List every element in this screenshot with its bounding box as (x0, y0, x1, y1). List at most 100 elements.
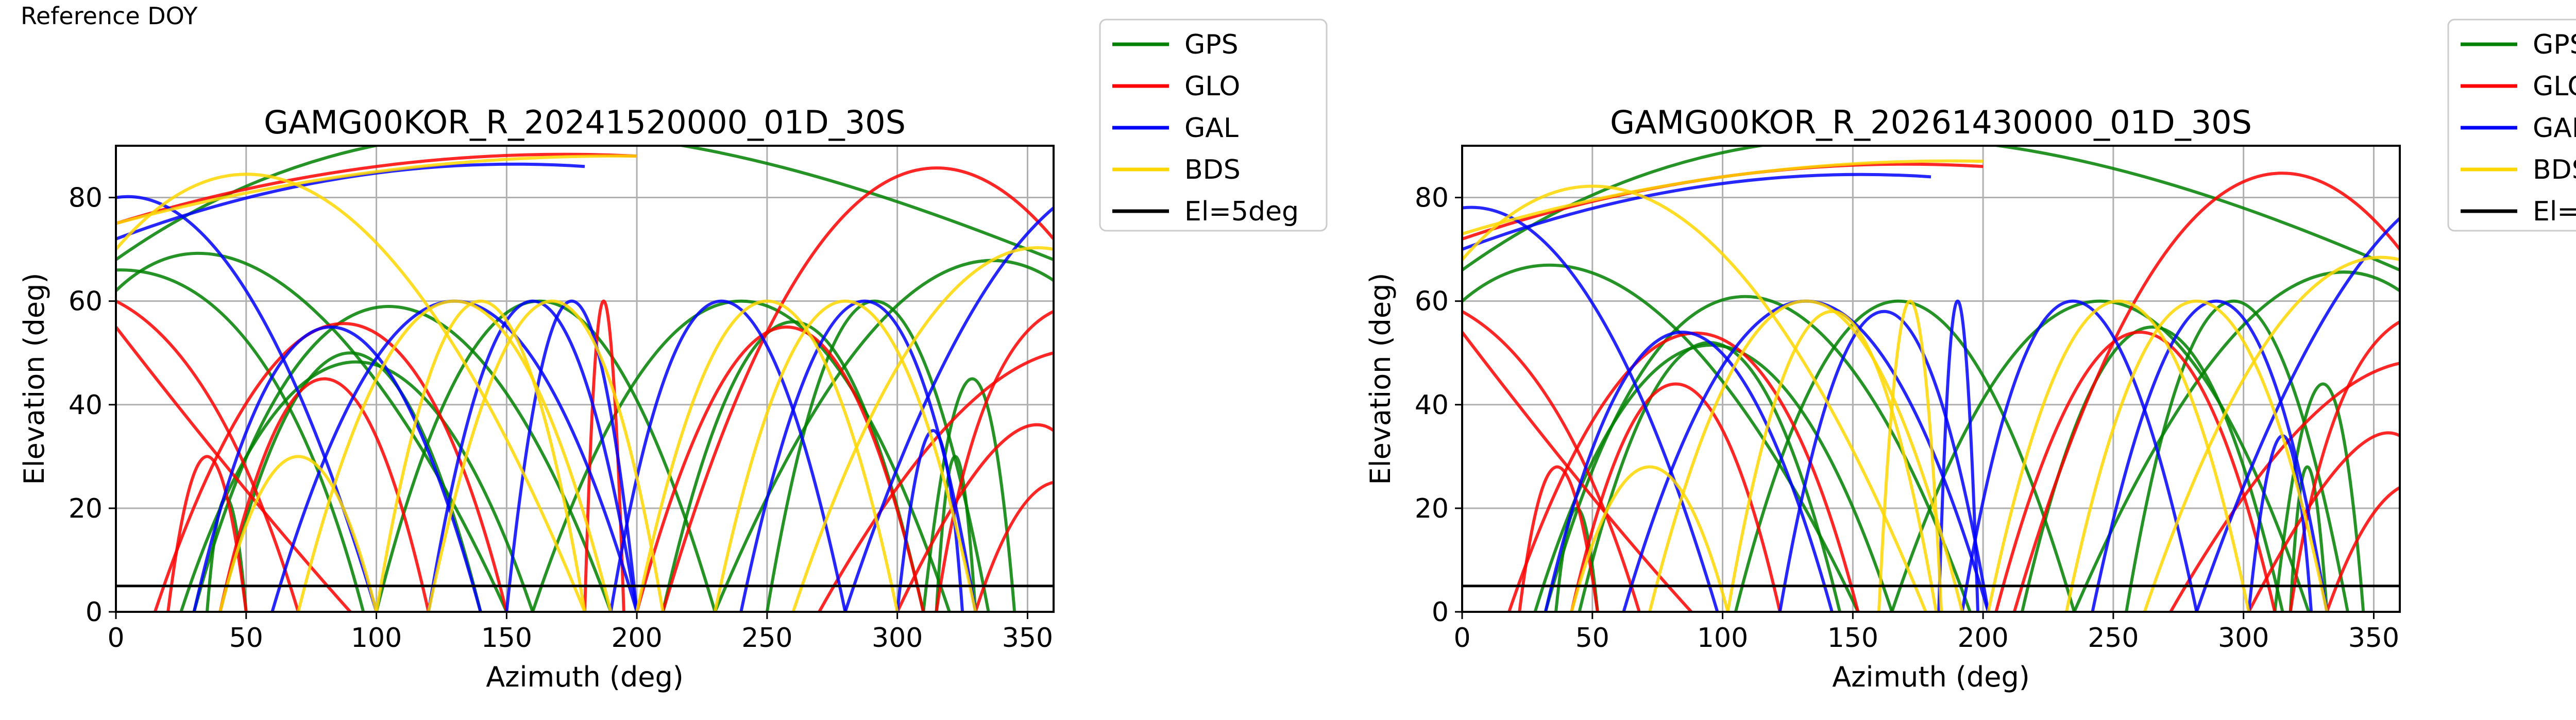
y-tick-label: 20 (69, 493, 103, 524)
legend-label: BDS (1184, 155, 1241, 185)
track-bds (1462, 184, 1927, 612)
x-axis-label: Azimuth (deg) (1832, 661, 2030, 693)
track-glo (818, 351, 1054, 612)
track-gps (935, 455, 977, 612)
legend-box (1099, 19, 1328, 232)
x-tick-label: 0 (107, 623, 124, 654)
track-gal (1960, 299, 2198, 612)
x-tick-label: 350 (1002, 623, 1053, 654)
track-glo (116, 299, 300, 612)
track-gps (1544, 295, 1972, 612)
x-tick-label: 300 (2218, 623, 2269, 654)
y-tick-label: 40 (1415, 390, 1449, 421)
legend-label: GPS (2533, 29, 2576, 60)
x-tick-label: 300 (872, 623, 923, 654)
legend-label: GAL (1184, 113, 1239, 144)
series-gps (116, 146, 1054, 612)
axes-frame (115, 145, 1055, 613)
track-gal (2195, 217, 2400, 612)
x-tick-label: 50 (229, 623, 263, 654)
track-glo (2289, 320, 2400, 612)
track-gal (116, 162, 585, 241)
y-tick-label: 20 (1415, 493, 1449, 524)
track-bds (1726, 310, 1938, 612)
legend-label: GLO (2533, 71, 2576, 102)
x-tick-label: 150 (1827, 623, 1878, 654)
track-gal (843, 207, 1054, 612)
legend-label: GLO (1184, 71, 1240, 102)
x-tick-label: 250 (741, 623, 792, 654)
chart-1: 0 50 100 150 200 250 300 350 0 20 40 60 80 GAMG00KOR_… (18, 19, 1328, 693)
x-tick-label: 0 (1453, 623, 1470, 654)
x-tick-label: 150 (481, 623, 532, 654)
track-glo (635, 325, 925, 612)
x-tick-label: 250 (2088, 623, 2139, 654)
track-gal (2091, 299, 2329, 612)
track-gps (205, 496, 248, 612)
track-bds (1570, 465, 1730, 612)
legend-label: GPS (1184, 29, 1239, 60)
y-tick-label: 80 (1415, 183, 1449, 214)
track-bds (116, 154, 637, 225)
plot-area-1 (116, 146, 1054, 612)
reference-doy-label: Reference DOY (21, 2, 198, 30)
track-bds (218, 455, 378, 612)
track-glo (661, 166, 1054, 612)
track-bds (635, 299, 899, 612)
legend-2: GPS GLO GAL BDS El=5deg (2447, 19, 2576, 232)
legend-label: BDS (2533, 155, 2576, 185)
x-tick-label: 200 (611, 623, 662, 654)
track-glo (2012, 172, 2400, 612)
track-gps (116, 252, 509, 612)
track-gps (1462, 264, 1860, 612)
track-bds (116, 173, 586, 612)
series-gal (116, 162, 1054, 612)
track-gps (116, 268, 365, 612)
series-glo (116, 152, 1054, 612)
chart-title: GAMG00KOR_R_20261430000_01D_30S (1610, 104, 2252, 141)
chart-title: GAMG00KOR_R_20241520000_01D_30S (264, 104, 906, 141)
track-gal (427, 299, 639, 612)
track-gal (505, 299, 639, 612)
track-glo (1518, 465, 1599, 612)
track-bds (427, 299, 665, 612)
track-bds (791, 246, 1054, 612)
y-tick-label: 40 (69, 390, 103, 421)
x-tick-label: 200 (1957, 623, 2008, 654)
legend-label: GAL (2533, 113, 2576, 144)
y-axis-label: Elevation (deg) (1364, 273, 1397, 485)
track-bds (1462, 159, 1984, 235)
series-bds (1462, 159, 2400, 612)
track-gal (1778, 310, 1990, 612)
series-bds (116, 154, 1054, 612)
track-bds (713, 299, 977, 612)
x-tick-label: 100 (1697, 623, 1748, 654)
track-gps (1734, 299, 2076, 612)
track-glo (116, 326, 352, 612)
track-bds (375, 299, 586, 612)
track-glo (2169, 362, 2400, 612)
track-gps (1554, 506, 1599, 612)
legend-1: GPS GLO GAL BDS El=5deg (1099, 19, 1328, 232)
track-gps (2289, 465, 2329, 612)
legend-label: El=5deg (2533, 196, 2576, 227)
track-gal (1937, 300, 1979, 612)
legend-box (2447, 19, 2576, 232)
track-gps (2273, 382, 2365, 612)
track-glo (895, 423, 1054, 612)
y-tick-label: 60 (1415, 286, 1449, 317)
track-bds (1877, 300, 1943, 612)
track-gal (609, 299, 847, 612)
track-bds (296, 299, 613, 612)
track-glo (935, 310, 1054, 612)
track-glo (2247, 431, 2400, 612)
y-axis-label: Elevation (deg) (18, 273, 50, 485)
track-glo (1994, 331, 2277, 612)
y-tick-label: 0 (86, 597, 103, 628)
track-glo (116, 152, 637, 225)
legend-label: El=5deg (1184, 196, 1299, 227)
track-glo (1462, 310, 1641, 612)
series-glo (1462, 162, 2400, 612)
x-tick-label: 100 (351, 623, 402, 654)
